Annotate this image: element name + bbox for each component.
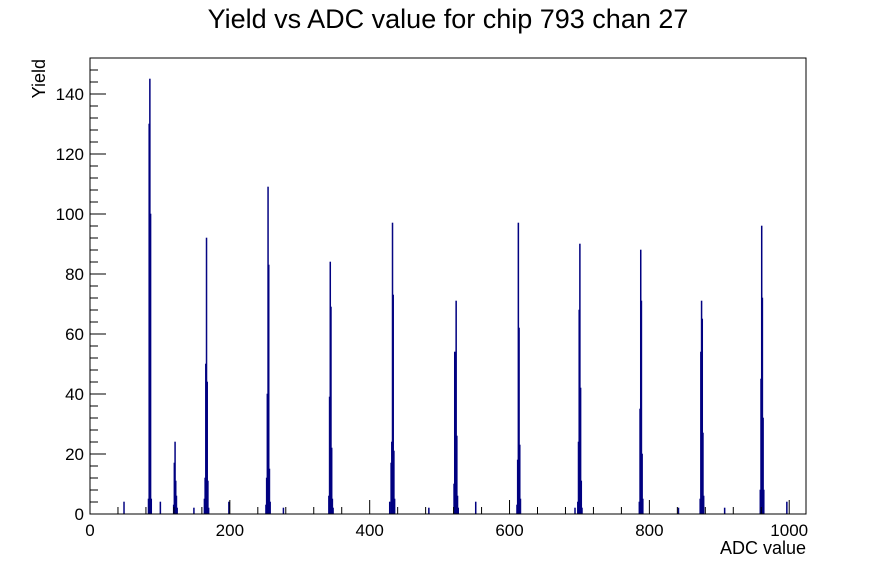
y-tick-label: 80 xyxy=(65,265,84,284)
histogram-bin xyxy=(519,498,522,515)
histogram-bin xyxy=(159,501,162,515)
histogram-bin xyxy=(763,489,765,515)
plot-frame xyxy=(89,57,807,515)
x-tick-label: 800 xyxy=(635,521,663,540)
histogram-bin xyxy=(393,498,396,515)
y-axis-label: Yield xyxy=(29,59,49,98)
chart-title: Yield vs ADC value for chip 793 chan 27 xyxy=(208,4,689,34)
x-tick-label: 1000 xyxy=(770,521,808,540)
histogram-bin xyxy=(123,501,125,515)
histogram-bars xyxy=(123,78,788,515)
histogram-bin xyxy=(176,507,178,515)
x-tick-label: 0 xyxy=(85,521,94,540)
histogram-bin xyxy=(581,507,583,515)
histogram-bin xyxy=(642,498,644,515)
x-tick-label: 200 xyxy=(216,521,244,540)
y-tick-label: 0 xyxy=(75,505,84,524)
histogram-bin xyxy=(574,507,576,515)
histogram-bin xyxy=(723,507,726,515)
y-tick-label: 120 xyxy=(56,145,84,164)
histogram-bin xyxy=(786,501,788,515)
histogram-bin xyxy=(228,501,230,515)
histogram-bin xyxy=(207,507,210,515)
y-tick-label: 20 xyxy=(65,445,84,464)
histogram-bin xyxy=(457,507,459,515)
histogram-bin xyxy=(474,501,477,515)
histogram-bin xyxy=(193,507,195,515)
x-tick-label: 400 xyxy=(356,521,384,540)
y-tick-label: 60 xyxy=(65,325,84,344)
x-axis-label: ADC value xyxy=(720,538,806,558)
histogram-bin xyxy=(702,495,705,515)
histogram-bin xyxy=(269,501,271,515)
histogram-bin xyxy=(332,507,334,515)
axes: 0 200 400 600 800 1000 0 20 40 60 80 100 120 140 xyxy=(56,57,808,540)
histogram-bin xyxy=(677,507,680,515)
histogram-bin xyxy=(282,507,285,515)
histogram-bin xyxy=(388,501,391,515)
histogram-bin xyxy=(150,498,153,515)
y-tick-label: 40 xyxy=(65,385,84,404)
y-tick-label: 100 xyxy=(56,205,84,224)
x-tick-label: 600 xyxy=(495,521,523,540)
histogram-bin xyxy=(149,213,152,515)
y-tick-label: 140 xyxy=(56,85,84,104)
histogram-bin xyxy=(428,507,430,515)
